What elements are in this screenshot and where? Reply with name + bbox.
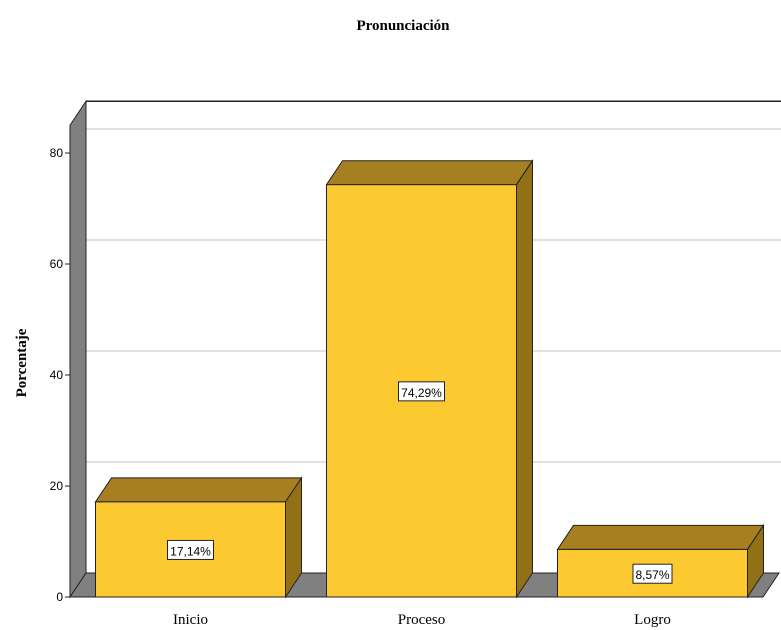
y-tick-label: 40	[50, 368, 64, 382]
bar-side-proceso	[516, 159, 533, 599]
y-tick-label: 60	[50, 257, 64, 271]
data-label-box	[632, 563, 673, 584]
x-category-label: Inicio	[173, 612, 208, 628]
bar-top-logro	[556, 524, 765, 550]
y-tick-label: 0	[56, 590, 63, 604]
data-label-box	[167, 539, 214, 560]
y-tick-label: 80	[50, 146, 64, 160]
data-label: 74,29%	[401, 386, 442, 400]
y-tick-label: 20	[50, 479, 64, 493]
data-label: 8,57%	[635, 568, 669, 582]
chart-title: Pronunciación	[356, 18, 450, 34]
data-label-box	[398, 381, 445, 402]
bar-top-proceso	[325, 160, 534, 186]
data-label: 17,14%	[170, 544, 211, 558]
bar-top-inicio	[94, 477, 303, 503]
plot-area: 0 20 40 60 80 17,14% Inicio 74,29% Proceso 8,57% L…	[50, 99, 781, 628]
left-wall	[69, 99, 87, 599]
y-axis-label: Porcentaje	[14, 328, 30, 397]
x-category-label: Logro	[634, 612, 671, 628]
x-category-label: Proceso	[398, 612, 446, 628]
